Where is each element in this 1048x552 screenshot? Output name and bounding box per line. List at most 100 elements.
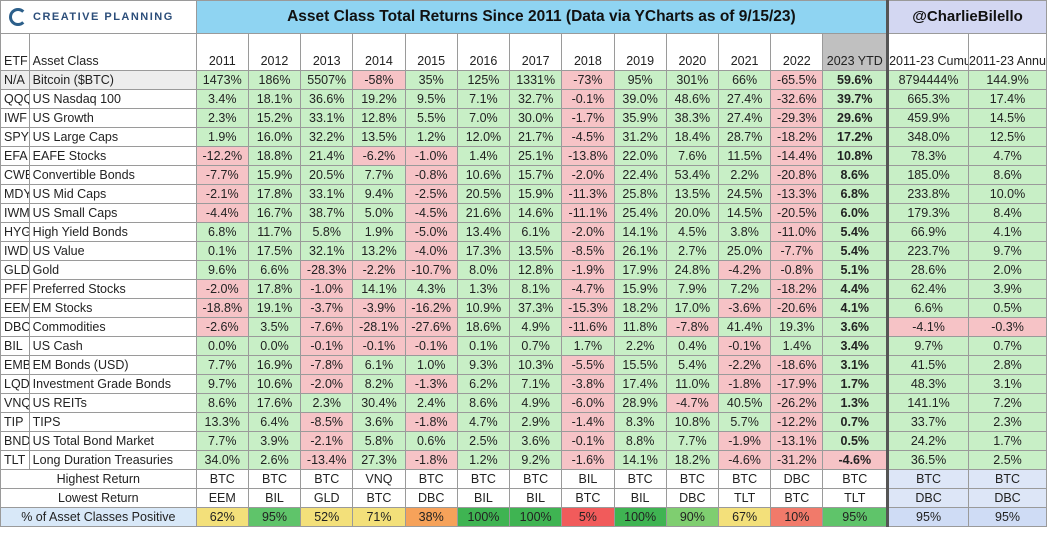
asset-class-name: US Growth xyxy=(28,108,197,128)
summary-value: 100% xyxy=(456,507,511,527)
summary-value: 38% xyxy=(404,507,458,527)
summary-value: BTC xyxy=(404,469,458,489)
summary-label: Highest Return xyxy=(0,469,197,489)
cumulative-cell: 223.7% xyxy=(886,241,970,261)
return-cell: 7.1% xyxy=(509,374,563,394)
return-cell: 15.9% xyxy=(247,165,302,185)
return-cell: 9.7% xyxy=(195,374,249,394)
return-cell: -2.2% xyxy=(352,260,406,280)
return-cell: -0.1% xyxy=(561,431,615,451)
cumulative-cell: 348.0% xyxy=(886,127,970,147)
cumulative-cell: 41.5% xyxy=(886,355,970,375)
table-row: MDY US Mid Caps -2.1% 17.8% 33.1% 9.4% -2.5% 20… xyxy=(0,184,1047,204)
return-cell: 25.1% xyxy=(509,146,563,166)
return-cell: 13.5% xyxy=(509,241,563,261)
cumulative-cell: 24.2% xyxy=(886,431,970,451)
summary-annualized: DBC xyxy=(968,488,1047,508)
return-cell: -29.3% xyxy=(770,108,824,128)
return-cell: 3.8% xyxy=(717,222,772,242)
asset-class-name: Preferred Stocks xyxy=(28,279,197,299)
return-cell: 19.3% xyxy=(770,317,824,337)
summary-value: 10% xyxy=(770,507,824,527)
etf-ticker: EFA xyxy=(0,146,30,166)
return-cell: 1.4% xyxy=(456,146,511,166)
return-cell: 18.2% xyxy=(665,450,719,470)
return-cell: -28.3% xyxy=(300,260,354,280)
summary-value: 90% xyxy=(665,507,719,527)
return-cell: -13.3% xyxy=(770,184,824,204)
return-cell: 15.7% xyxy=(509,165,563,185)
return-cell: -0.8% xyxy=(770,260,824,280)
return-cell: 25.8% xyxy=(613,184,667,204)
return-cell: 39.7% xyxy=(822,89,889,109)
return-cell: 15.9% xyxy=(613,279,667,299)
cumulative-cell: 78.3% xyxy=(886,146,970,166)
return-cell: -6.0% xyxy=(561,393,615,413)
annualized-cell: 14.5% xyxy=(968,108,1047,128)
asset-class-name: EM Bonds (USD) xyxy=(28,355,197,375)
return-cell: -3.8% xyxy=(561,374,615,394)
return-cell: 7.7% xyxy=(352,165,406,185)
cumulative-cell: 9.7% xyxy=(886,336,970,356)
return-cell: -10.7% xyxy=(404,260,458,280)
return-cell: 18.1% xyxy=(247,89,302,109)
return-cell: -0.8% xyxy=(404,165,458,185)
return-cell: 15.2% xyxy=(247,108,302,128)
etf-ticker: IWD xyxy=(0,241,30,261)
return-cell: 0.0% xyxy=(247,336,302,356)
annualized-cell: 10.0% xyxy=(968,184,1047,204)
return-cell: -11.1% xyxy=(561,203,615,223)
annualized-cell: 12.5% xyxy=(968,127,1047,147)
return-cell: 32.1% xyxy=(300,241,354,261)
summary-value: DBC xyxy=(404,488,458,508)
return-cell: -4.5% xyxy=(404,203,458,223)
return-cell: 1.3% xyxy=(456,279,511,299)
table-row: QQQUS Nasdaq 1003.4%18.1%36.6%19.2%9.5%7… xyxy=(0,89,1047,109)
annualized-cell: 9.7% xyxy=(968,241,1047,261)
return-cell: -27.6% xyxy=(404,317,458,337)
summary-value: BTC xyxy=(613,469,667,489)
return-cell: 25.4% xyxy=(613,203,667,223)
cumulative-cell: 179.3% xyxy=(886,203,970,223)
return-cell: 8.3% xyxy=(613,412,667,432)
return-cell: -7.6% xyxy=(300,317,354,337)
etf-header: ETF xyxy=(0,33,30,71)
return-cell: 0.4% xyxy=(665,336,719,356)
table-row: BIL US Cash 0.0% 0.0% -0.1% -0.1% -0.1% 0.1% 0.7… xyxy=(0,336,1047,356)
return-cell: 0.5% xyxy=(822,431,889,451)
return-cell: 21.7% xyxy=(509,127,563,147)
summary-value: BTC xyxy=(561,488,615,508)
return-cell: 26.1% xyxy=(613,241,667,261)
return-cell: -4.7% xyxy=(561,279,615,299)
return-cell: -18.6% xyxy=(770,355,824,375)
etf-ticker: TIP xyxy=(0,412,30,432)
return-cell: 11.8% xyxy=(613,317,667,337)
return-cell: -11.0% xyxy=(770,222,824,242)
return-cell: -7.7% xyxy=(770,241,824,261)
return-cell: 35.9% xyxy=(613,108,667,128)
return-cell: 30.0% xyxy=(509,108,563,128)
return-cell: 1.9% xyxy=(352,222,406,242)
table-row: GLD Gold 9.6% 6.6% -28.3% -2.2% -10.7% 8.0% 12.8… xyxy=(0,260,1047,280)
return-cell: 27.4% xyxy=(717,108,772,128)
cumulative-cell: 28.6% xyxy=(886,260,970,280)
return-cell: 22.4% xyxy=(613,165,667,185)
annualized-cell: 4.1% xyxy=(968,222,1047,242)
summary-cumulative: DBC xyxy=(886,488,970,508)
return-cell: 8.1% xyxy=(509,279,563,299)
return-cell: 7.7% xyxy=(665,431,719,451)
return-cell: 18.8% xyxy=(247,146,302,166)
summary-value: BTC xyxy=(665,469,719,489)
return-cell: 28.7% xyxy=(717,127,772,147)
annualized-cell: 144.9% xyxy=(968,70,1047,90)
return-cell: 6.4% xyxy=(247,412,302,432)
return-cell: 95% xyxy=(613,70,667,90)
return-cell: 4.9% xyxy=(509,317,563,337)
return-cell: 2.6% xyxy=(247,450,302,470)
return-cell: -1.4% xyxy=(561,412,615,432)
return-cell: 19.2% xyxy=(352,89,406,109)
annualized-cell: 2.8% xyxy=(968,355,1047,375)
year-header: 2017 xyxy=(509,33,563,71)
return-cell: 8.6% xyxy=(822,165,889,185)
return-cell: 15.5% xyxy=(613,355,667,375)
